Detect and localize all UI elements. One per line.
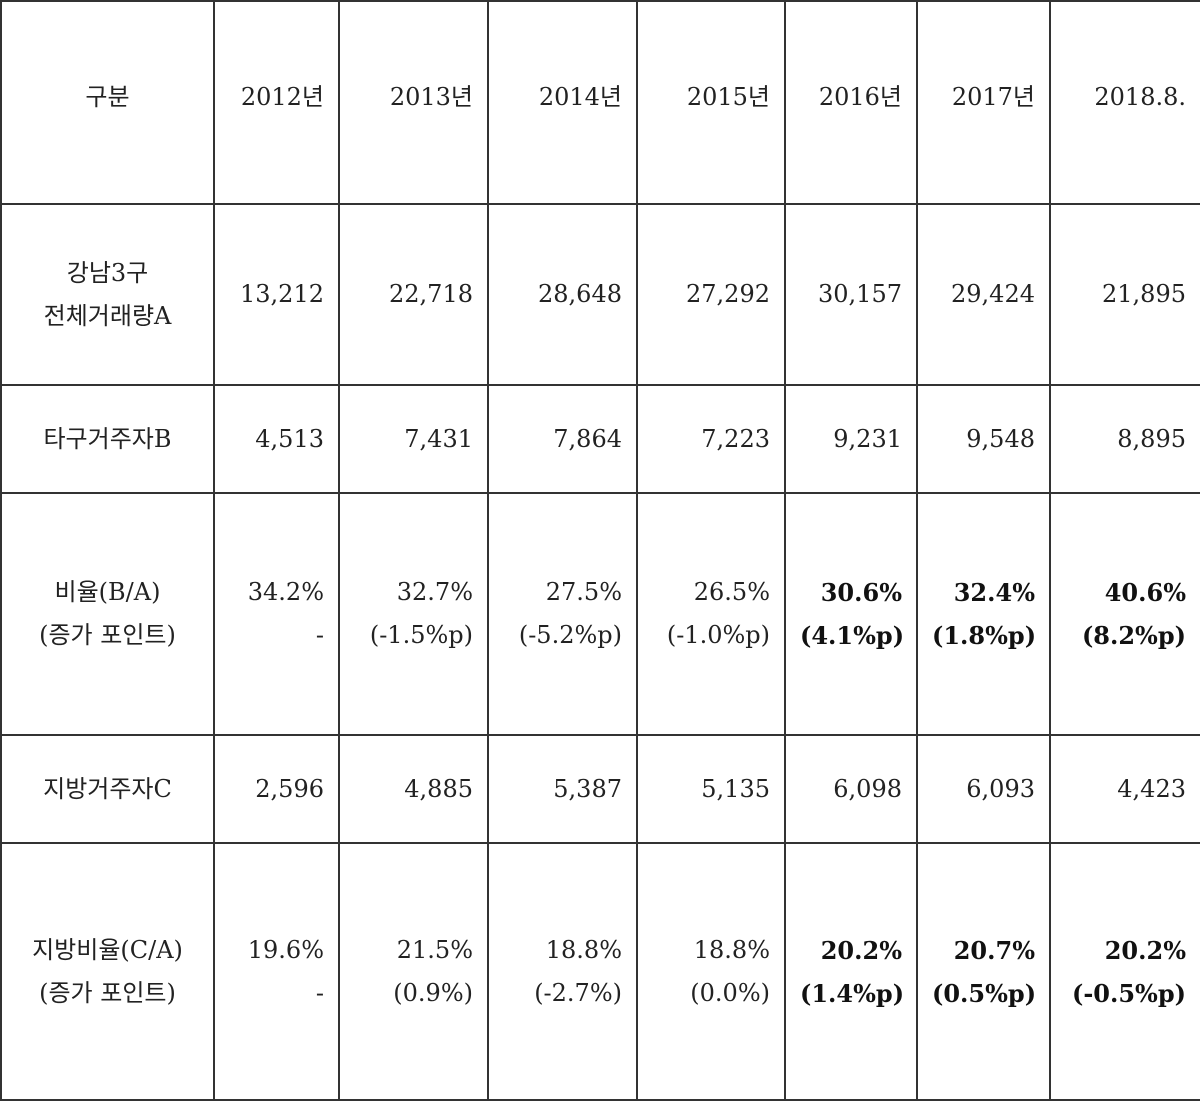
cell-2015: 5,135 <box>636 734 786 844</box>
cell-2018-8: 8,895 <box>1049 384 1200 494</box>
cell-2016: 20.2% (1.4%p) <box>784 842 918 1101</box>
header-year-2016: 2016년 <box>784 0 918 205</box>
cell-2016: 30,157 <box>784 203 918 386</box>
row-local-ratio-c-a: 지방비율(C/A) (증가 포인트) 19.6% - 21.5% (0.9%) … <box>0 842 1200 1101</box>
cell-2012: 34.2% - <box>213 492 340 736</box>
header-year-2015: 2015년 <box>636 0 786 205</box>
cell-2018-8: 40.6% (8.2%p) <box>1049 492 1200 736</box>
cell-2013: 21.5% (0.9%) <box>338 842 489 1101</box>
cell-2018-8: 21,895 <box>1049 203 1200 386</box>
row-label: 지방거주자C <box>0 734 215 844</box>
header-year-2017: 2017년 <box>916 0 1051 205</box>
row-local-resident-c: 지방거주자C 2,596 4,885 5,387 5,135 6,098 6,0… <box>0 734 1200 844</box>
header-year-2014: 2014년 <box>487 0 638 205</box>
cell-2017: 32.4% (1.8%p) <box>916 492 1051 736</box>
cell-2017: 20.7% (0.5%p) <box>916 842 1051 1101</box>
header-year-2018-8: 2018.8. <box>1049 0 1200 205</box>
row-other-district-b: 타구거주자B 4,513 7,431 7,864 7,223 9,231 9,5… <box>0 384 1200 494</box>
cell-2013: 7,431 <box>338 384 489 494</box>
cell-2016: 30.6% (4.1%p) <box>784 492 918 736</box>
header-category: 구분 <box>0 0 215 205</box>
cell-2016: 9,231 <box>784 384 918 494</box>
row-label: 강남3구 전체거래량A <box>0 203 215 386</box>
cell-2014: 18.8% (-2.7%) <box>487 842 638 1101</box>
cell-2012: 2,596 <box>213 734 340 844</box>
cell-2013: 32.7% (-1.5%p) <box>338 492 489 736</box>
cell-2014: 5,387 <box>487 734 638 844</box>
cell-2016: 6,098 <box>784 734 918 844</box>
cell-2017: 6,093 <box>916 734 1051 844</box>
cell-2012: 13,212 <box>213 203 340 386</box>
cell-2014: 27.5% (-5.2%p) <box>487 492 638 736</box>
cell-2015: 18.8% (0.0%) <box>636 842 786 1101</box>
cell-2018-8: 20.2% (-0.5%p) <box>1049 842 1200 1101</box>
row-ratio-b-a: 비율(B/A) (증가 포인트) 34.2% - 32.7% (-1.5%p) … <box>0 492 1200 736</box>
cell-2014: 28,648 <box>487 203 638 386</box>
cell-2015: 27,292 <box>636 203 786 386</box>
header-year-2013: 2013년 <box>338 0 489 205</box>
row-label: 타구거주자B <box>0 384 215 494</box>
cell-2012: 4,513 <box>213 384 340 494</box>
cell-2015: 7,223 <box>636 384 786 494</box>
cell-2017: 29,424 <box>916 203 1051 386</box>
row-label: 비율(B/A) (증가 포인트) <box>0 492 215 736</box>
cell-2013: 22,718 <box>338 203 489 386</box>
header-row: 구분 2012년 2013년 2014년 2015년 2016년 2017년 2… <box>0 0 1200 205</box>
header-year-2012: 2012년 <box>213 0 340 205</box>
cell-2017: 9,548 <box>916 384 1051 494</box>
row-label: 지방비율(C/A) (증가 포인트) <box>0 842 215 1101</box>
row-gangnam-total-a: 강남3구 전체거래량A 13,212 22,718 28,648 27,292 … <box>0 203 1200 386</box>
cell-2018-8: 4,423 <box>1049 734 1200 844</box>
cell-2013: 4,885 <box>338 734 489 844</box>
cell-2015: 26.5% (-1.0%p) <box>636 492 786 736</box>
cell-2012: 19.6% - <box>213 842 340 1101</box>
cell-2014: 7,864 <box>487 384 638 494</box>
